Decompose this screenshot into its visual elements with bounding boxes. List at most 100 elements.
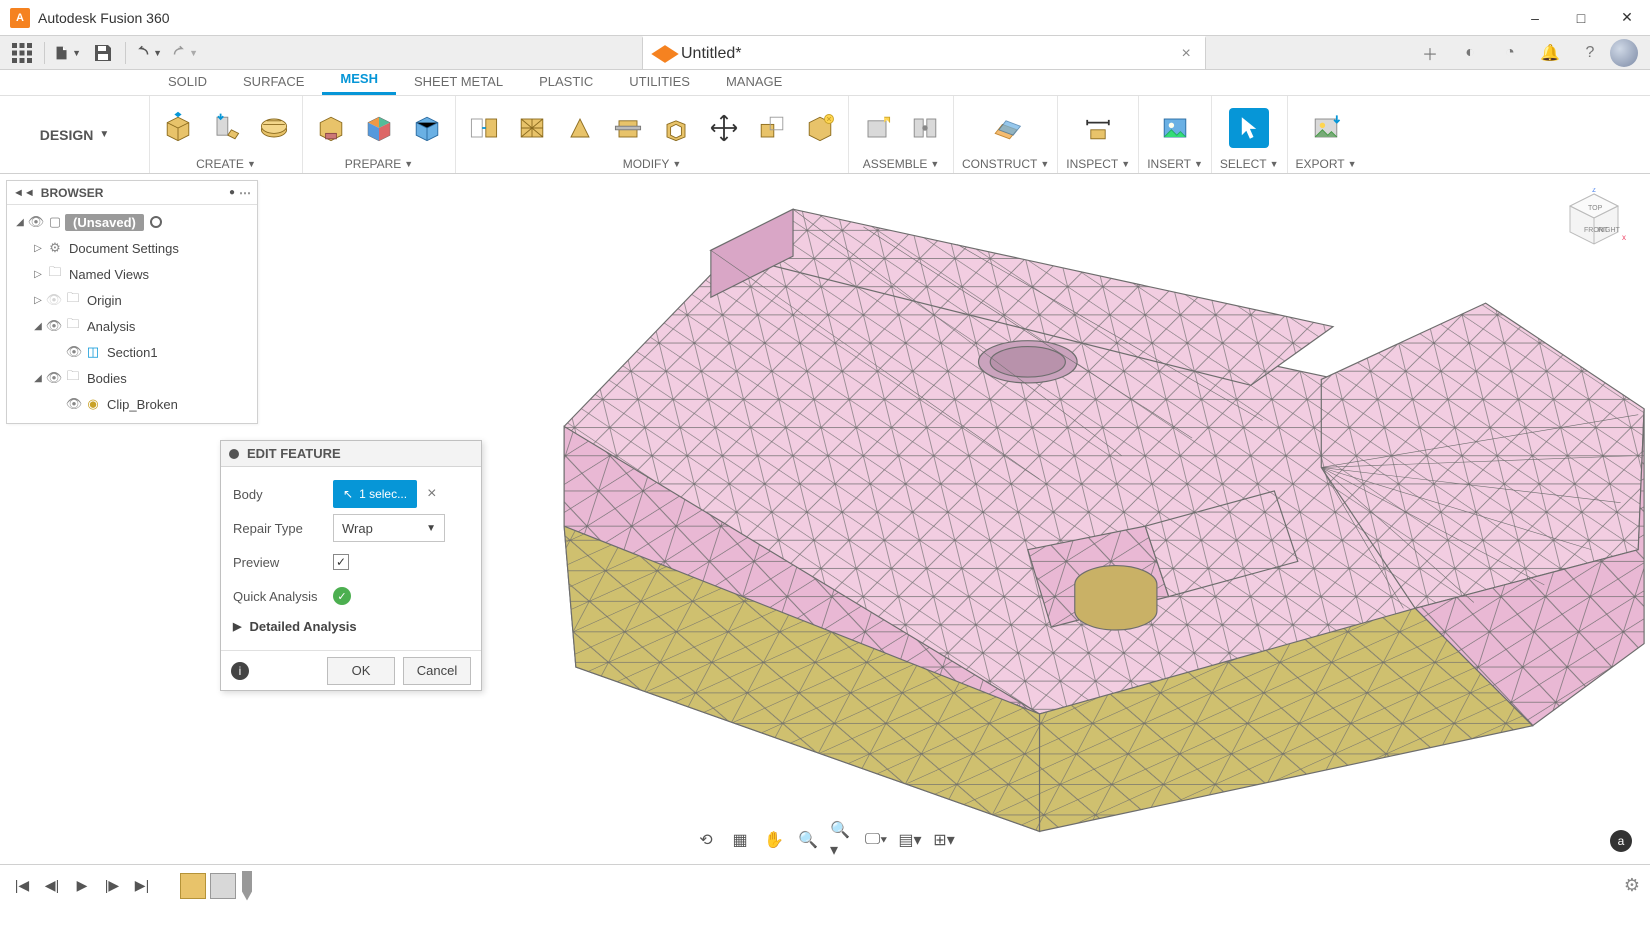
shell-icon[interactable]: [656, 108, 696, 148]
ribbon-tab-sheet-metal[interactable]: SHEET METAL: [396, 70, 521, 95]
dialog-info-icon[interactable]: i: [231, 662, 249, 680]
dialog-ok-button[interactable]: OK: [327, 657, 395, 685]
file-menu-icon[interactable]: ▼: [53, 39, 81, 67]
undo-icon[interactable]: ▼: [134, 39, 162, 67]
new-design-plus-icon[interactable]: ＋: [1414, 37, 1446, 69]
browser-pin-icon[interactable]: ●: [229, 187, 235, 198]
viewports-icon[interactable]: ⊞▾: [932, 828, 956, 852]
orbit-icon[interactable]: ⟲: [694, 828, 718, 852]
move-icon[interactable]: [704, 108, 744, 148]
remesh-icon[interactable]: [512, 108, 552, 148]
timeline-play-icon[interactable]: ▶: [70, 874, 94, 898]
window-close[interactable]: ✕: [1604, 0, 1650, 36]
browser-item-analysis[interactable]: ◢👁🗀 Analysis: [7, 313, 257, 339]
joint-icon[interactable]: [905, 108, 945, 148]
document-tab-close[interactable]: ×: [1181, 45, 1190, 63]
look-at-icon[interactable]: ▦: [728, 828, 752, 852]
browser-item-bodies[interactable]: ◢👁🗀 Bodies: [7, 365, 257, 391]
document-tab[interactable]: Untitled* ×: [642, 36, 1206, 69]
ribbon-group-label[interactable]: EXPORT▼: [1296, 157, 1357, 173]
timeline-first-icon[interactable]: |◀: [10, 874, 34, 898]
apps-grid-icon[interactable]: [8, 39, 36, 67]
direct-edit-icon[interactable]: [464, 108, 504, 148]
generate-face-groups-icon[interactable]: [359, 108, 399, 148]
measure-icon[interactable]: [1078, 108, 1118, 148]
cursor-icon: ↖: [343, 487, 353, 501]
clear-selection-icon[interactable]: ×: [427, 485, 436, 503]
ribbon-tab-surface[interactable]: SURFACE: [225, 70, 322, 95]
ribbon-group-label[interactable]: PREPARE▼: [345, 157, 413, 173]
preview-checkbox[interactable]: ✓: [333, 554, 349, 570]
redo-icon[interactable]: ▼: [170, 39, 198, 67]
timeline-last-icon[interactable]: ▶|: [130, 874, 154, 898]
zoom-window-icon[interactable]: 🔍▾: [830, 828, 854, 852]
grid-settings-icon[interactable]: ▤▾: [898, 828, 922, 852]
display-settings-icon[interactable]: 🖵▾: [864, 828, 888, 852]
repair-type-select[interactable]: Wrap ▼: [333, 514, 445, 542]
help-icon[interactable]: ?: [1574, 37, 1606, 69]
quick-analysis-ok-icon: ✓: [333, 587, 351, 605]
tessellate-icon[interactable]: [254, 108, 294, 148]
browser-item-named-views[interactable]: ▷🗀 Named Views: [7, 261, 257, 287]
ribbon-group-label[interactable]: INSERT▼: [1147, 157, 1203, 173]
browser-item-doc-settings[interactable]: ▷⚙ Document Settings: [7, 235, 257, 261]
window-minimize[interactable]: –: [1512, 0, 1558, 36]
browser-item-origin[interactable]: ▷👁🗀 Origin: [7, 287, 257, 313]
ribbon-tab-solid[interactable]: SOLID: [150, 70, 225, 95]
activate-radio[interactable]: [150, 216, 162, 228]
dialog-cancel-button[interactable]: Cancel: [403, 657, 471, 685]
ribbon-group-label[interactable]: MODIFY▼: [623, 157, 682, 173]
plane-cut-icon[interactable]: [608, 108, 648, 148]
repair-icon[interactable]: [311, 108, 351, 148]
new-component-icon[interactable]: [857, 108, 897, 148]
ribbon-group-select: SELECT▼: [1212, 96, 1288, 173]
user-avatar[interactable]: [1610, 39, 1638, 67]
notifications-icon[interactable]: 🔔: [1534, 37, 1566, 69]
separator: [44, 42, 45, 64]
construct-plane-icon[interactable]: [986, 108, 1026, 148]
insert-mesh-icon[interactable]: [206, 108, 246, 148]
model-viewport[interactable]: [300, 174, 1650, 928]
zoom-icon[interactable]: 🔍: [796, 828, 820, 852]
ribbon-tab-manage[interactable]: MANAGE: [708, 70, 800, 95]
edit-feature-dialog: EDIT FEATURE Body ↖ 1 selec... × Repair …: [220, 440, 482, 691]
browser-item-section1[interactable]: 👁◫ Section1: [7, 339, 257, 365]
combine-face-groups-icon[interactable]: [407, 108, 447, 148]
timeline-feature-1[interactable]: [180, 873, 206, 899]
export-icon[interactable]: [1306, 108, 1346, 148]
pan-icon[interactable]: ✋: [762, 828, 786, 852]
window-maximize[interactable]: □: [1558, 0, 1604, 36]
browser-options-icon[interactable]: ⋯: [239, 186, 251, 200]
timeline-playhead[interactable]: [242, 871, 252, 901]
create-mesh-icon[interactable]: [158, 108, 198, 148]
ribbon-group-inspect: INSPECT▼: [1058, 96, 1139, 173]
viewcube[interactable]: FRONT RIGHT TOP z x: [1562, 188, 1626, 252]
ribbon-tab-utilities[interactable]: UTILITIES: [611, 70, 708, 95]
insert-decal-icon[interactable]: [1155, 108, 1195, 148]
ribbon-group-label[interactable]: INSPECT▼: [1066, 157, 1130, 173]
timeline-prev-icon[interactable]: ◀|: [40, 874, 64, 898]
ribbon-group-label[interactable]: CREATE▼: [196, 157, 256, 173]
ribbon-tab-plastic[interactable]: PLASTIC: [521, 70, 611, 95]
ribbon-group-label[interactable]: ASSEMBLE▼: [863, 157, 940, 173]
browser-root[interactable]: ◢👁▢ (Unsaved): [7, 209, 257, 235]
ribbon-group-label[interactable]: SELECT▼: [1220, 157, 1279, 173]
browser-item-clip[interactable]: 👁◉ Clip_Broken: [7, 391, 257, 417]
dialog-collapse-icon[interactable]: [229, 449, 239, 459]
convert-mesh-icon[interactable]: [800, 108, 840, 148]
timeline-next-icon[interactable]: |▶: [100, 874, 124, 898]
body-selection-chip[interactable]: ↖ 1 selec...: [333, 480, 417, 508]
select-tool-icon[interactable]: [1229, 108, 1269, 148]
job-status-icon[interactable]: ◔: [1494, 37, 1526, 69]
detailed-analysis-expander[interactable]: ▶ Detailed Analysis: [233, 613, 469, 644]
ribbon-group-label[interactable]: CONSTRUCT▼: [962, 157, 1049, 173]
workspace-switcher[interactable]: DESIGN ▼: [0, 96, 150, 173]
reduce-icon[interactable]: [560, 108, 600, 148]
browser-collapse-icon[interactable]: ◄◄: [13, 187, 35, 199]
ribbon-tab-mesh[interactable]: MESH: [322, 67, 396, 95]
save-icon[interactable]: [89, 39, 117, 67]
timeline-feature-2[interactable]: [210, 873, 236, 899]
extensions-icon[interactable]: ◐: [1454, 37, 1486, 69]
assistant-badge-icon[interactable]: a: [1610, 830, 1632, 852]
scale-mesh-icon[interactable]: [752, 108, 792, 148]
